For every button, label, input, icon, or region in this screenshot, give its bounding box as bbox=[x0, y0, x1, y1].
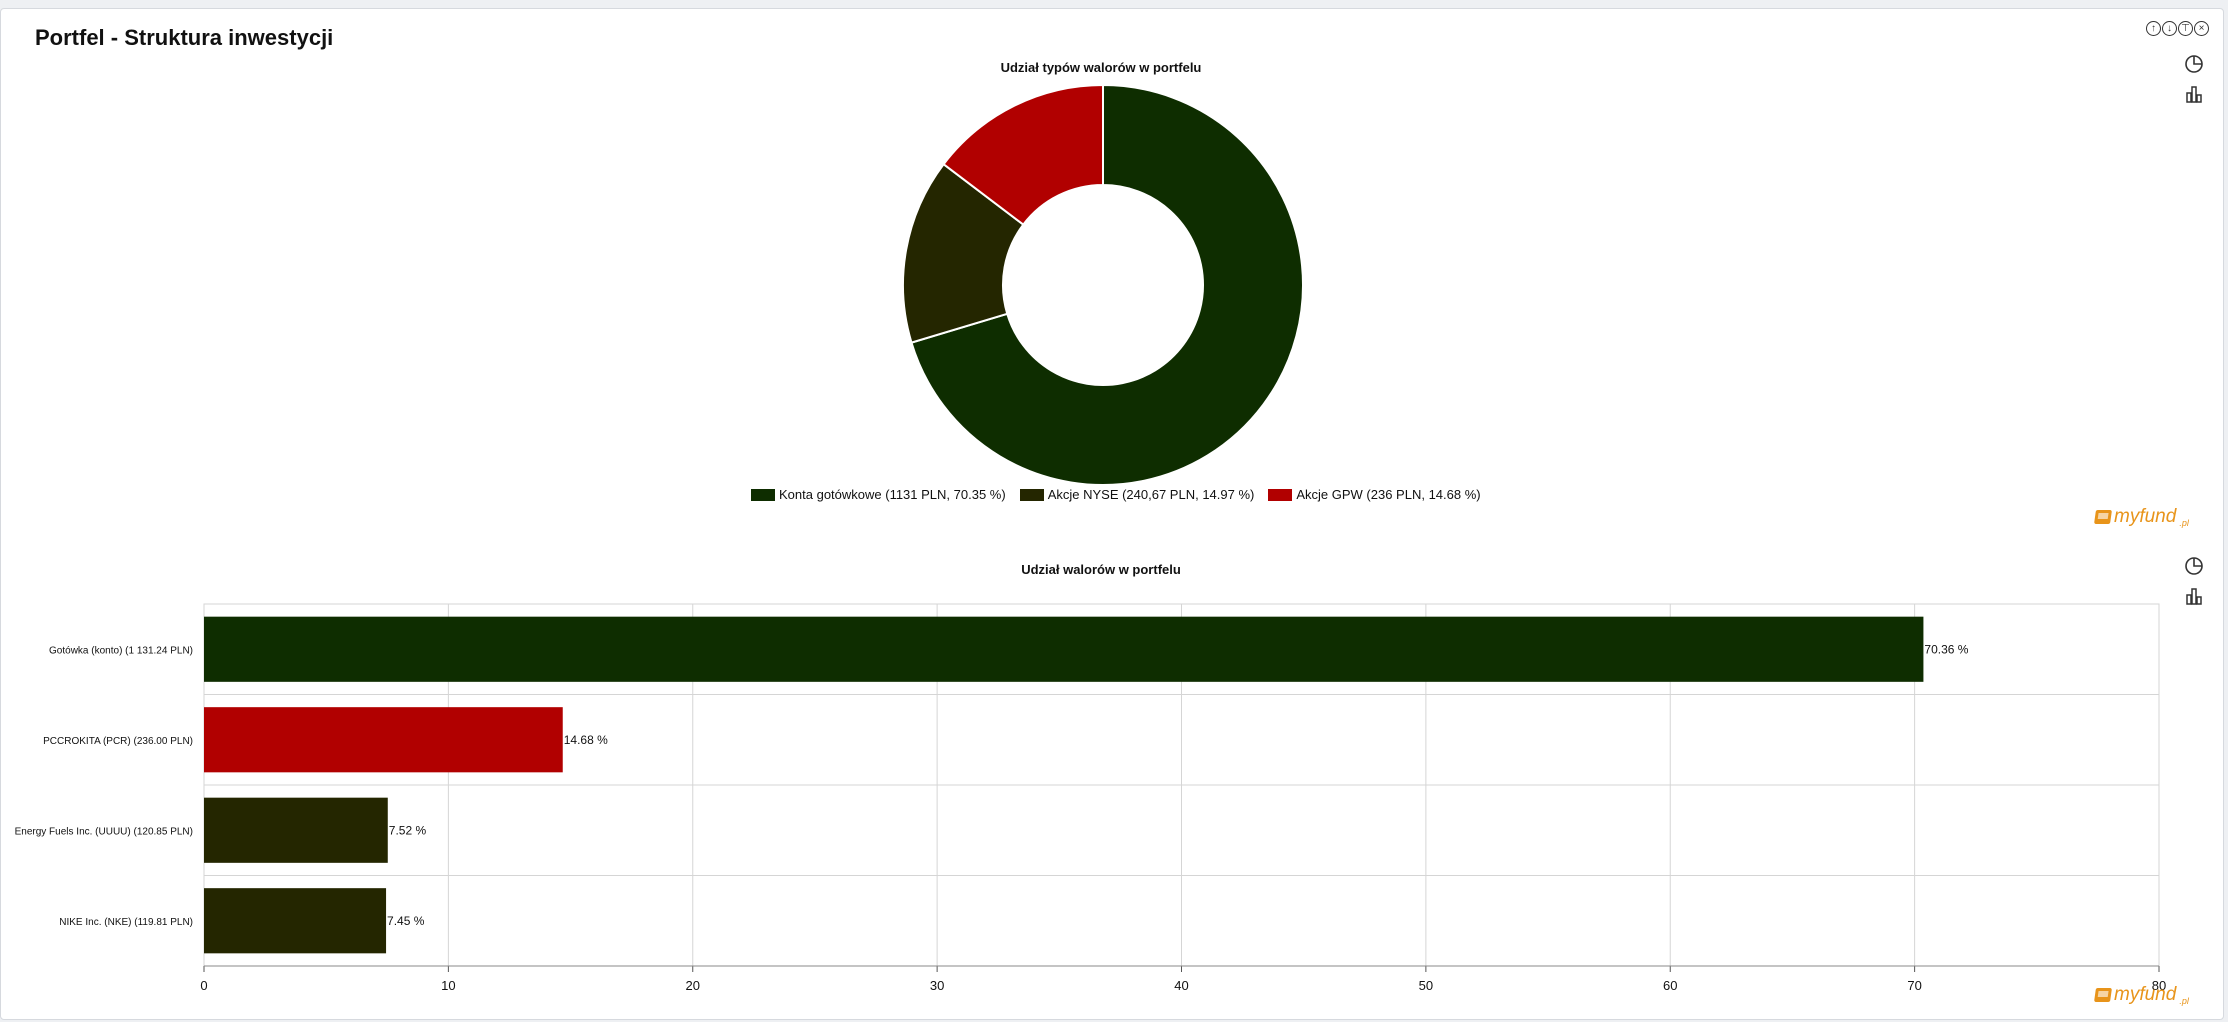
legend-swatch-gpw bbox=[1268, 488, 1293, 501]
legend-label-gpw: Akcje GPW (236 PLN, 14.68 %) bbox=[1296, 487, 1481, 502]
bar-chart-title: Udział walorów w portfelu bbox=[1021, 562, 1181, 577]
donut-chart-title: Udział typów walorów w portfelu bbox=[1000, 60, 1202, 75]
bar-chart: 0 10 20 30 40 50 60 70 80 70.36 % Gotówka (konto) … bbox=[15, 603, 2166, 993]
x-tick-label: 60 bbox=[1663, 978, 1677, 993]
x-tick-label: 40 bbox=[1174, 978, 1188, 993]
x-tick-label: 10 bbox=[441, 978, 455, 993]
logo-suffix: .pl bbox=[2179, 518, 2189, 528]
bar-0[interactable] bbox=[204, 616, 1924, 682]
x-tick-label: 70 bbox=[1907, 978, 1921, 993]
x-tick-label: 30 bbox=[930, 978, 944, 993]
donut-slice-gpw[interactable] bbox=[942, 83, 1104, 227]
donut-legend: Konta gotówkowe (1131 PLN, 70.35 %) Akcj… bbox=[751, 487, 1481, 502]
myfund-logo-2: myfund .pl bbox=[2094, 984, 2189, 1006]
bar-2[interactable] bbox=[204, 797, 388, 863]
bar-data-label: 14.68 % bbox=[564, 733, 608, 747]
logo-suffix-2: .pl bbox=[2179, 996, 2189, 1006]
bar-3[interactable] bbox=[204, 888, 387, 954]
page-title: Portfel - Struktura inwestycji bbox=[35, 25, 334, 50]
x-tick-label: 80 bbox=[2152, 978, 2166, 993]
legend-swatch-nyse bbox=[1019, 488, 1044, 501]
y-category-label: NIKE Inc. (NKE) (119.81 PLN) bbox=[59, 917, 193, 928]
logo-text-2: myfund bbox=[2114, 984, 2177, 1005]
y-category-label: PCCROKITA (PCR) (236.00 PLN) bbox=[43, 736, 193, 747]
legend-item-nyse[interactable]: Akcje NYSE (240,67 PLN, 14.97 %) bbox=[1019, 487, 1255, 502]
portfolio-panel: Portfel - Struktura inwestycji ↑ ↓ ⊤ × U… bbox=[0, 8, 2224, 1020]
x-tick-label: 20 bbox=[686, 978, 700, 993]
legend-swatch-cash bbox=[751, 488, 775, 501]
bar-data-label: 7.45 % bbox=[387, 914, 425, 928]
legend-item-gpw[interactable]: Akcje GPW (236 PLN, 14.68 %) bbox=[1268, 487, 1481, 502]
myfund-logo-icon-2 bbox=[2094, 988, 2112, 1002]
pie-chart-icon[interactable] bbox=[2183, 53, 2205, 75]
donut-chart bbox=[902, 83, 1304, 486]
legend-item-cash[interactable]: Konta gotówkowe (1131 PLN, 70.35 %) bbox=[751, 487, 1006, 502]
bar-1[interactable] bbox=[204, 707, 563, 773]
move-down-icon[interactable]: ↓ bbox=[2162, 21, 2177, 36]
move-up-icon[interactable]: ↑ bbox=[2146, 21, 2161, 36]
myfund-logo: myfund .pl bbox=[2094, 506, 2189, 528]
pie-chart-icon-2[interactable] bbox=[2183, 555, 2205, 577]
x-tick-label: 50 bbox=[1419, 978, 1433, 993]
donut-slice-cash[interactable] bbox=[910, 83, 1304, 486]
bar-data-label: 7.52 % bbox=[389, 823, 427, 837]
legend-label-cash: Konta gotówkowe (1131 PLN, 70.35 %) bbox=[779, 487, 1006, 502]
y-category-label: Energy Fuels Inc. (UUUU) (120.85 PLN) bbox=[15, 826, 193, 837]
y-category-label: Gotówka (konto) (1 131.24 PLN) bbox=[49, 645, 193, 656]
logo-text: myfund bbox=[2114, 506, 2177, 527]
myfund-logo-icon bbox=[2094, 510, 2112, 524]
bar-chart-icon[interactable] bbox=[2183, 83, 2205, 105]
x-tick-label: 0 bbox=[200, 978, 207, 993]
legend-label-nyse: Akcje NYSE (240,67 PLN, 14.97 %) bbox=[1047, 487, 1255, 502]
pin-icon[interactable]: ⊤ bbox=[2178, 21, 2193, 36]
close-icon[interactable]: × bbox=[2194, 21, 2209, 36]
bar-chart-icon-2[interactable] bbox=[2183, 585, 2205, 607]
bar-data-label: 70.36 % bbox=[1924, 642, 1968, 656]
window-controls: ↑ ↓ ⊤ × bbox=[2146, 21, 2209, 36]
